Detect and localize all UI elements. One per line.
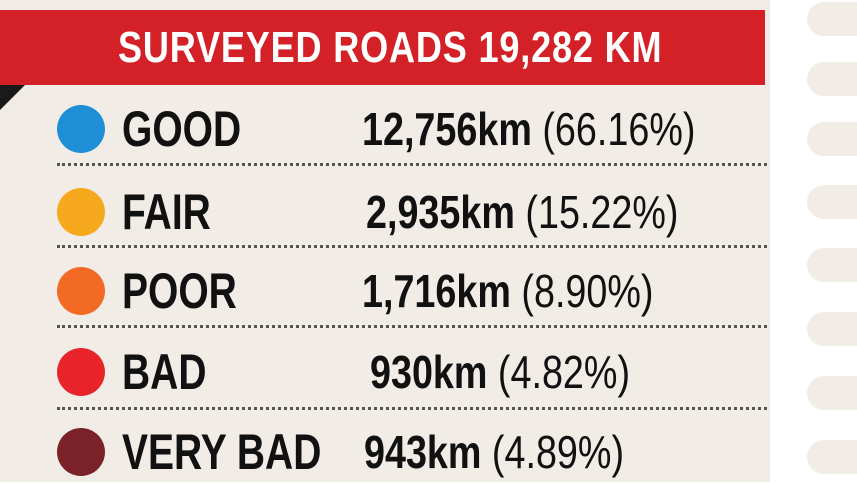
length-value: 930km bbox=[370, 346, 488, 398]
category-value: 943km (4.89%) bbox=[364, 418, 624, 484]
category-label: VERY BAD bbox=[122, 424, 322, 480]
title-banner bbox=[0, 10, 765, 85]
perforation-hole bbox=[807, 376, 857, 410]
list-item-good: GOOD 12,756km (66.16%) bbox=[0, 95, 770, 161]
legend-dot bbox=[57, 188, 105, 236]
banner-title: SURVEYED ROADS 19,282 KM bbox=[118, 23, 663, 72]
perforation-hole bbox=[807, 440, 857, 474]
category-label: POOR bbox=[122, 263, 237, 319]
list-item-bad: BAD 930km (4.82%) bbox=[0, 338, 770, 404]
perforation-hole bbox=[807, 2, 857, 36]
percent-value: (4.82%) bbox=[497, 346, 631, 398]
perforation-hole bbox=[807, 185, 857, 219]
dotted-divider bbox=[57, 407, 767, 410]
length-value: 943km bbox=[364, 426, 482, 478]
banner-fold-corner bbox=[0, 85, 25, 110]
perforation-hole bbox=[807, 62, 857, 96]
percent-value: (8.90%) bbox=[521, 265, 654, 317]
category-label: FAIR bbox=[122, 184, 211, 240]
percent-value: (15.22%) bbox=[525, 186, 679, 238]
legend-dot bbox=[57, 267, 105, 315]
percent-value: (4.89%) bbox=[491, 426, 625, 478]
length-value: 12,756km bbox=[362, 103, 532, 155]
perforation-hole bbox=[807, 122, 857, 156]
category-label: BAD bbox=[122, 344, 207, 400]
category-value: 1,716km (8.90%) bbox=[362, 257, 653, 323]
category-value: 930km (4.82%) bbox=[370, 338, 630, 404]
legend-dot bbox=[57, 348, 105, 396]
list-item-poor: POOR 1,716km (8.90%) bbox=[0, 257, 770, 323]
dotted-divider bbox=[57, 325, 767, 328]
legend-dot bbox=[57, 105, 105, 153]
dotted-divider bbox=[57, 245, 767, 248]
dotted-divider bbox=[57, 163, 767, 166]
category-value: 2,935km (15.22%) bbox=[366, 178, 678, 244]
perforation-hole bbox=[807, 248, 857, 282]
legend-dot bbox=[57, 428, 105, 476]
category-label: GOOD bbox=[122, 101, 242, 157]
perforation-hole bbox=[807, 312, 857, 346]
category-value: 12,756km (66.16%) bbox=[362, 95, 695, 161]
list-item-fair: FAIR 2,935km (15.22%) bbox=[0, 178, 770, 244]
percent-value: (66.16%) bbox=[542, 103, 696, 155]
length-value: 1,716km bbox=[362, 265, 511, 317]
length-value: 2,935km bbox=[366, 186, 515, 238]
list-item-very-bad: VERY BAD 943km (4.89%) bbox=[0, 418, 770, 484]
